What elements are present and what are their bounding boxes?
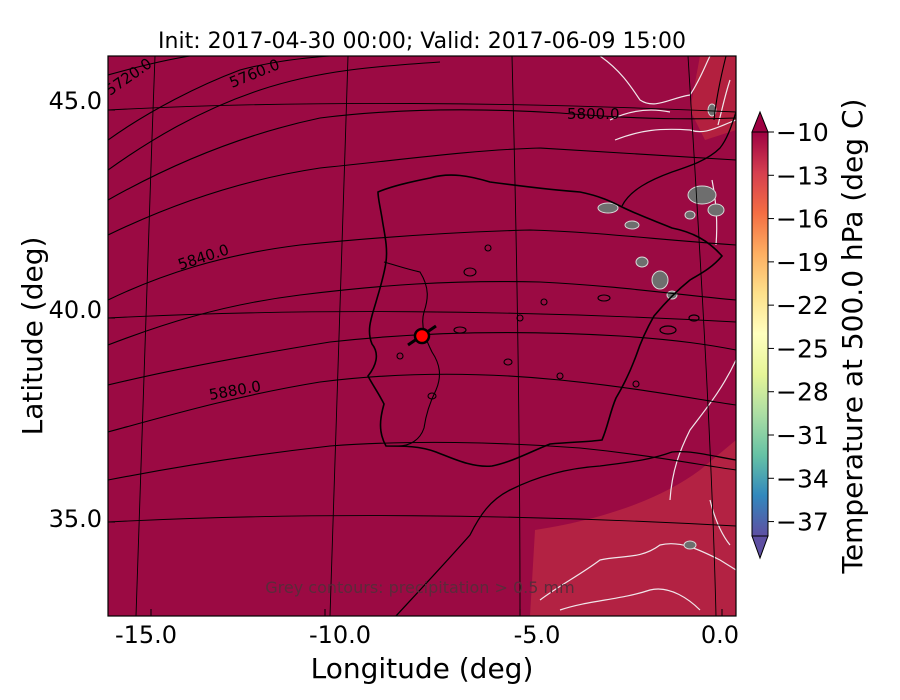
- precip-annotation: Grey contours: precipitation > 0.5 mm: [265, 578, 574, 597]
- colorbar-ticks: −10 −13 −16 −19 −22 −25 −28 −31 −34 −37: [768, 118, 829, 537]
- x-axis-label: Longitude (deg): [311, 652, 534, 685]
- portugal-border: [383, 261, 441, 447]
- x-tick-label: 0.0: [701, 621, 739, 649]
- africa-coastline: [395, 450, 736, 616]
- map-panel: 5720.0 5760.0 5800.0 5840.0 5880.0 Grey …: [108, 56, 736, 616]
- colorbar-gradient: [751, 131, 769, 537]
- x-axis: -15.0 -10.0 -5.0 0.0 Longitude (deg): [115, 609, 739, 685]
- x-tick-label: -10.0: [309, 621, 371, 649]
- x-tick-label: -15.0: [115, 621, 177, 649]
- colorbar-tick-label: −34: [776, 464, 829, 493]
- contour-label: 5800.0: [567, 105, 620, 123]
- y-axis-label: Latitude (deg): [16, 237, 49, 436]
- small-contours: [396, 244, 640, 400]
- colorbar-tick-label: −28: [776, 378, 829, 407]
- location-marker: [413, 327, 431, 345]
- colorbar-tick-label: −10: [776, 118, 829, 147]
- colorbar-tick-label: −22: [776, 291, 829, 320]
- colorbar-top-arrow: [751, 110, 769, 133]
- figure-title: Init: 2017-04-30 00:00; Valid: 2017-06-0…: [158, 29, 686, 54]
- balearic-island: [688, 314, 700, 322]
- colorbar-tick-label: −19: [776, 248, 829, 277]
- balearic-island: [659, 325, 677, 335]
- colorbar-tick-label: −37: [776, 508, 829, 537]
- x-tick-label: -5.0: [514, 621, 561, 649]
- colorbar-tick-label: −31: [776, 421, 829, 450]
- y-tick-label: 40.0: [49, 296, 102, 324]
- colorbar-tick-label: −13: [776, 161, 829, 190]
- precip-contours: [597, 103, 725, 550]
- y-axis: 45.0 40.0 35.0 Latitude (deg): [16, 87, 115, 533]
- france-coastline: [621, 111, 736, 207]
- colorbar-label: Temperature at 500.0 hPa (deg C): [836, 99, 869, 575]
- iberia-coastline: [367, 174, 724, 468]
- colorbar-tick-label: −16: [776, 205, 829, 234]
- colorbar: −10 −13 −16 −19 −22 −25 −28 −31 −34 −37 Temperatu…: [751, 99, 869, 575]
- colorbar-bottom-arrow: [751, 535, 769, 560]
- geopotential-contours: [108, 56, 736, 481]
- italy-coastline: [713, 56, 727, 121]
- y-tick-label: 35.0: [49, 505, 102, 533]
- map-frame: [107, 55, 737, 617]
- colorbar-tick-label: −25: [776, 334, 829, 363]
- y-tick-label: 45.0: [49, 87, 102, 115]
- white-contours: [539, 56, 736, 611]
